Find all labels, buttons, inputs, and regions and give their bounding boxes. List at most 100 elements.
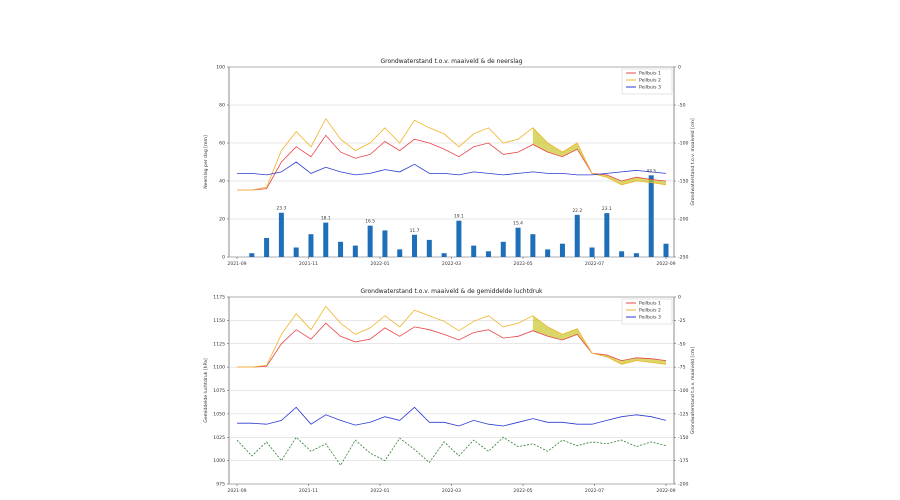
y2-tick-label: 0 bbox=[678, 295, 681, 301]
y-tick-label: 975 bbox=[216, 482, 225, 488]
legend-label: Peilbuis 1 bbox=[639, 71, 661, 77]
precipitation-bar bbox=[485, 251, 491, 257]
bar-annotation: 18.1 bbox=[321, 216, 331, 222]
y2-tick-label: -150 bbox=[678, 179, 689, 185]
precipitation-bar bbox=[663, 243, 669, 257]
y-tick-label: 1050 bbox=[213, 411, 225, 417]
precipitation-bar bbox=[293, 247, 299, 257]
precipitation-bar bbox=[323, 222, 329, 257]
series-line-peilbuis-1 bbox=[237, 134, 667, 191]
precipitation-bar bbox=[412, 234, 418, 257]
y2-tick-label: -25 bbox=[678, 318, 686, 324]
precipitation-bar bbox=[589, 247, 595, 257]
bar-annotation: 15.4 bbox=[513, 221, 523, 227]
x-tick-label: 2021-11 bbox=[299, 488, 318, 494]
y-tick-label: 1000 bbox=[213, 458, 225, 464]
y-tick-label: 80 bbox=[219, 103, 225, 109]
y-tick-label: 1025 bbox=[213, 435, 225, 441]
precipitation-bar bbox=[604, 213, 610, 257]
x-tick-label: 2022-03 bbox=[442, 261, 461, 267]
legend-label: Peilbuis 3 bbox=[639, 85, 661, 91]
x-tick-label: 2021-09 bbox=[227, 261, 246, 267]
precipitation-bar bbox=[633, 253, 639, 257]
precipitation-bar bbox=[441, 253, 447, 257]
bar-annotation: 19.1 bbox=[454, 214, 464, 220]
legend-label: Peilbuis 1 bbox=[639, 301, 661, 307]
bar-annotation: 11.7 bbox=[410, 228, 420, 234]
precipitation-bar bbox=[308, 234, 314, 257]
y2-tick-label: -200 bbox=[678, 217, 689, 223]
x-tick-label: 2022-07 bbox=[585, 261, 604, 267]
bar-annotation: 43.5 bbox=[646, 168, 656, 174]
precipitation-bar bbox=[397, 249, 403, 257]
y-tick-label: 1125 bbox=[213, 341, 225, 347]
y2-tick-label: -50 bbox=[678, 103, 686, 109]
precipitation-bar bbox=[278, 212, 284, 257]
y-tick-label: 0 bbox=[222, 255, 225, 261]
series-fill-area bbox=[532, 127, 666, 185]
x-tick-label: 2022-05 bbox=[513, 488, 532, 494]
precipitation-bar bbox=[545, 249, 551, 257]
precipitation-bar bbox=[530, 234, 536, 257]
precipitation-bar bbox=[456, 220, 462, 257]
precipitation-bar bbox=[426, 239, 432, 257]
legend-label: Peilbuis 2 bbox=[639, 78, 661, 84]
bar-annotation: 23.3 bbox=[276, 206, 286, 212]
x-tick-label: 2022-09 bbox=[656, 261, 675, 267]
chart-title: Grondwaterstand t.o.v. maaiveld & de nee… bbox=[380, 58, 522, 65]
precipitation-bar bbox=[559, 243, 565, 257]
precipitation-bar bbox=[338, 241, 344, 257]
y-tick-label: 40 bbox=[219, 179, 225, 185]
y2-tick-label: -200 bbox=[678, 482, 689, 488]
precipitation-bar bbox=[471, 245, 477, 257]
precipitation-bar bbox=[367, 225, 373, 257]
legend-label: Peilbuis 3 bbox=[639, 315, 661, 321]
y2-axis-label: Grondwaterstand t.o.v. maaiveld [cm] bbox=[690, 118, 696, 205]
precipitation-bar bbox=[574, 214, 580, 257]
precipitation-bar bbox=[382, 230, 388, 257]
y-tick-label: 60 bbox=[219, 141, 225, 147]
series-line-peilbuis-3 bbox=[237, 406, 667, 427]
bar-annotation: 23.1 bbox=[602, 206, 612, 212]
bar-annotation: 22.2 bbox=[572, 208, 582, 214]
x-tick-label: 2022-09 bbox=[656, 488, 675, 494]
precipitation-bar bbox=[619, 251, 625, 257]
precipitation-bar bbox=[249, 253, 255, 257]
y2-tick-label: -50 bbox=[678, 341, 686, 347]
precipitation-bar bbox=[500, 241, 506, 257]
y-tick-label: 100 bbox=[216, 65, 225, 71]
y2-axis-label: Grondwaterstand t.o.v. maaiveld [cm] bbox=[690, 347, 696, 434]
y2-tick-label: 0 bbox=[678, 65, 681, 71]
y-axis-label: Neerslag per dag [mm] bbox=[203, 135, 209, 189]
x-tick-label: 2021-11 bbox=[299, 261, 318, 267]
chart-title: Grondwaterstand t.o.v. maaiveld & de gem… bbox=[360, 288, 543, 295]
y-tick-label: 1075 bbox=[213, 388, 225, 394]
y2-tick-label: -150 bbox=[678, 435, 689, 441]
series-line-peilbuis-1 bbox=[237, 322, 667, 368]
precipitation-bar bbox=[352, 245, 358, 257]
series-line-peilbuis-3 bbox=[237, 161, 667, 176]
y-tick-label: 1100 bbox=[213, 365, 225, 371]
y2-tick-label: -75 bbox=[678, 365, 686, 371]
x-tick-label: 2022-03 bbox=[442, 488, 461, 494]
x-tick-label: 2021-09 bbox=[227, 488, 246, 494]
series-line-peilbuis-2 bbox=[237, 117, 667, 191]
x-tick-label: 2022-07 bbox=[585, 488, 604, 494]
y-tick-label: 1150 bbox=[213, 318, 225, 324]
y-tick-label: 1175 bbox=[213, 295, 225, 301]
bar-annotation: 16.5 bbox=[365, 219, 375, 225]
precipitation-bar bbox=[264, 238, 270, 257]
series-line-luchtdruk bbox=[236, 436, 667, 467]
x-tick-label: 2022-01 bbox=[370, 488, 389, 494]
precipitation-bar bbox=[515, 227, 521, 257]
x-tick-label: 2022-05 bbox=[513, 261, 532, 267]
y2-tick-label: -125 bbox=[678, 411, 689, 417]
y2-tick-label: -100 bbox=[678, 388, 689, 394]
precipitation-bar bbox=[648, 175, 654, 257]
series-line-peilbuis-2 bbox=[237, 305, 667, 368]
y2-tick-label: -250 bbox=[678, 255, 689, 261]
x-tick-label: 2022-01 bbox=[370, 261, 389, 267]
y-axis-label: Gemiddelde luchtdruk [hPa] bbox=[203, 358, 209, 423]
legend-label: Peilbuis 2 bbox=[639, 308, 661, 314]
